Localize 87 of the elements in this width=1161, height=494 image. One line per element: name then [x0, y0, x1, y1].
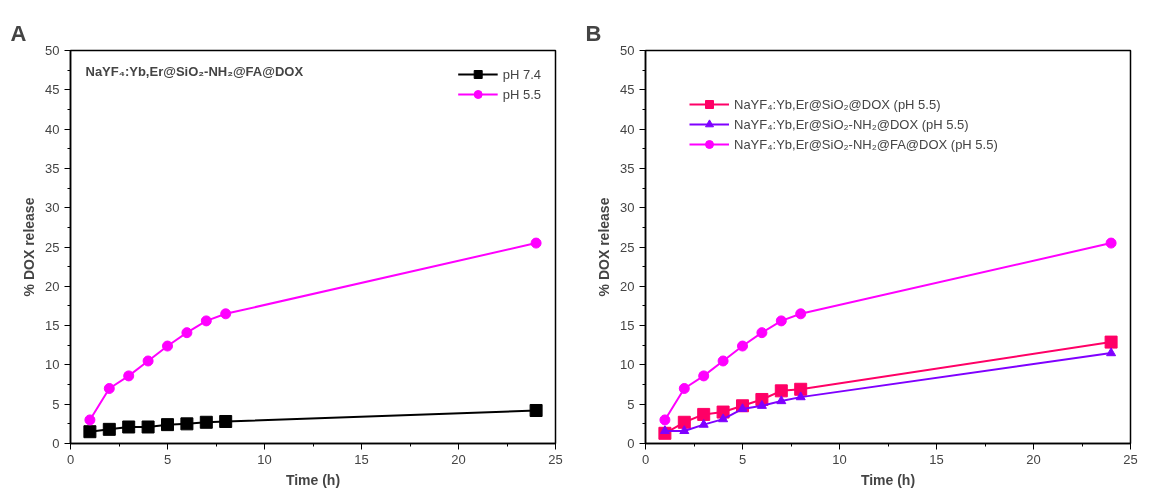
y-tick-label: 0: [52, 436, 60, 451]
x-tick-label: 25: [548, 451, 563, 467]
y-tick-label: 50: [620, 43, 635, 58]
point: [737, 340, 748, 352]
point: [774, 384, 788, 398]
y-tick-label: 35: [620, 160, 635, 176]
point: [162, 340, 173, 352]
point: [717, 355, 729, 367]
point: [678, 382, 690, 394]
x-tick-label: 10: [257, 451, 272, 467]
point: [679, 425, 690, 435]
y-tick-label: 0: [627, 436, 635, 451]
point: [199, 415, 213, 429]
x-tick-label: 20: [451, 451, 466, 467]
point: [83, 425, 97, 439]
point: [102, 422, 116, 436]
point: [181, 327, 193, 339]
point: [200, 315, 212, 327]
point: [142, 355, 154, 367]
x-tick-label: 0: [66, 451, 75, 467]
x-tick-label: 5: [163, 451, 172, 467]
y-tick-label: 10: [45, 357, 60, 373]
x-axis-title: Time (h): [285, 471, 341, 488]
y-tick-label: 30: [45, 200, 60, 216]
x-tick-label: 10: [832, 451, 847, 467]
y-tick-label: 45: [45, 82, 60, 98]
point: [220, 308, 232, 320]
point: [1106, 347, 1117, 357]
point: [698, 418, 709, 428]
legend-label: pH 7.4: [502, 66, 541, 82]
point: [529, 403, 543, 417]
legend-label: NaYF₄:Yb,Er@SiO₂-NH₂@DOX (pH 5.5): [734, 116, 969, 132]
y-tick-label: 45: [620, 82, 635, 98]
point: [659, 414, 671, 426]
point: [659, 425, 670, 435]
point: [776, 395, 787, 405]
y-tick-label: 15: [45, 318, 60, 334]
x-tick-label: 25: [1123, 451, 1138, 467]
point: [141, 420, 155, 434]
point: [123, 370, 135, 382]
x-tick-label: 15: [354, 451, 369, 467]
y-tick-label: 20: [620, 278, 635, 294]
x-tick-label: 20: [1026, 451, 1041, 467]
y-tick-label: 40: [620, 121, 635, 137]
y-tick-label: 10: [620, 357, 635, 373]
y-tick-label: 25: [45, 239, 60, 255]
y-axis-title: % DOX release: [21, 197, 38, 297]
x-tick-label: 15: [929, 451, 944, 467]
y-tick-label: 25: [620, 239, 635, 255]
point: [84, 414, 96, 426]
point: [795, 391, 806, 401]
legend-label: NaYF₄:Yb,Er@SiO₂-NH₂@FA@DOX (pH 5.5): [734, 136, 998, 152]
y-tick-label: 20: [45, 278, 60, 294]
y-tick-label: 35: [45, 160, 60, 176]
chart-title: B: [585, 20, 602, 46]
point: [794, 382, 808, 396]
x-tick-label: 5: [738, 451, 747, 467]
point: [756, 327, 768, 339]
point: [737, 403, 748, 413]
y-tick-label: 40: [45, 121, 60, 137]
x-axis-title: Time (h): [860, 471, 916, 488]
point: [1104, 335, 1118, 349]
y-tick-label: 15: [620, 318, 635, 334]
point: [697, 407, 711, 421]
point: [775, 315, 787, 327]
point: [161, 418, 174, 432]
y-tick-label: 5: [52, 396, 60, 412]
point: [530, 237, 542, 249]
point: [1105, 237, 1117, 249]
chart-title: A: [10, 20, 27, 46]
point: [122, 420, 136, 434]
y-tick-label: 5: [627, 396, 635, 412]
point: [756, 400, 767, 409]
point: [103, 382, 115, 394]
point: [180, 417, 194, 431]
point: [698, 370, 710, 382]
legend-label: NaYF₄:Yb,Er@SiO₂@DOX (pH 5.5): [734, 96, 941, 112]
y-axis-title: % DOX release: [596, 197, 613, 297]
y-tick-label: 50: [45, 43, 60, 58]
point: [795, 308, 807, 320]
legend-label: pH 5.5: [502, 86, 541, 102]
annotation: NaYF₄:Yb,Er@SiO₂-NH₂@FA@DOX: [85, 63, 304, 79]
point: [677, 415, 691, 429]
point: [718, 413, 729, 423]
y-tick-label: 30: [620, 200, 635, 216]
x-tick-label: 0: [641, 451, 650, 467]
point: [219, 414, 233, 428]
